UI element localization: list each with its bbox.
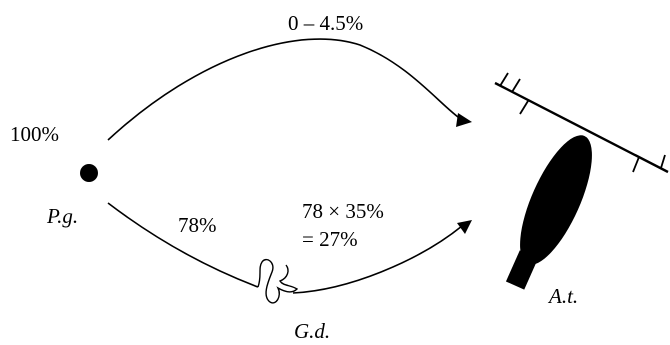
gd-label: G.d.: [294, 319, 330, 343]
lower-right-arc: [292, 225, 463, 294]
start-percent-label: 100%: [10, 122, 59, 146]
at-tick-5: [660, 154, 666, 169]
top-arc-arrowhead: [456, 113, 472, 127]
top-percent-label: 0 – 4.5%: [288, 11, 363, 35]
top-arc: [107, 38, 463, 141]
pg-dot: [80, 164, 98, 182]
lower-right-calc-line1: 78 × 35%: [302, 199, 384, 223]
at-base: [505, 250, 539, 290]
at-tick-3: [519, 100, 529, 115]
at-body: [520, 135, 592, 265]
at-tick-4: [632, 156, 640, 173]
at-tick-1: [499, 72, 509, 87]
gd-organism-icon: [257, 258, 299, 304]
lower-right-calc-line2: = 27%: [302, 227, 358, 251]
pg-label: P.g.: [46, 204, 78, 228]
lower-left-percent-label: 78%: [178, 213, 217, 237]
lower-arc-arrowhead: [457, 220, 472, 234]
at-tick-2: [511, 78, 521, 93]
at-label: A.t.: [547, 284, 578, 308]
lower-left-arc: [107, 202, 259, 288]
